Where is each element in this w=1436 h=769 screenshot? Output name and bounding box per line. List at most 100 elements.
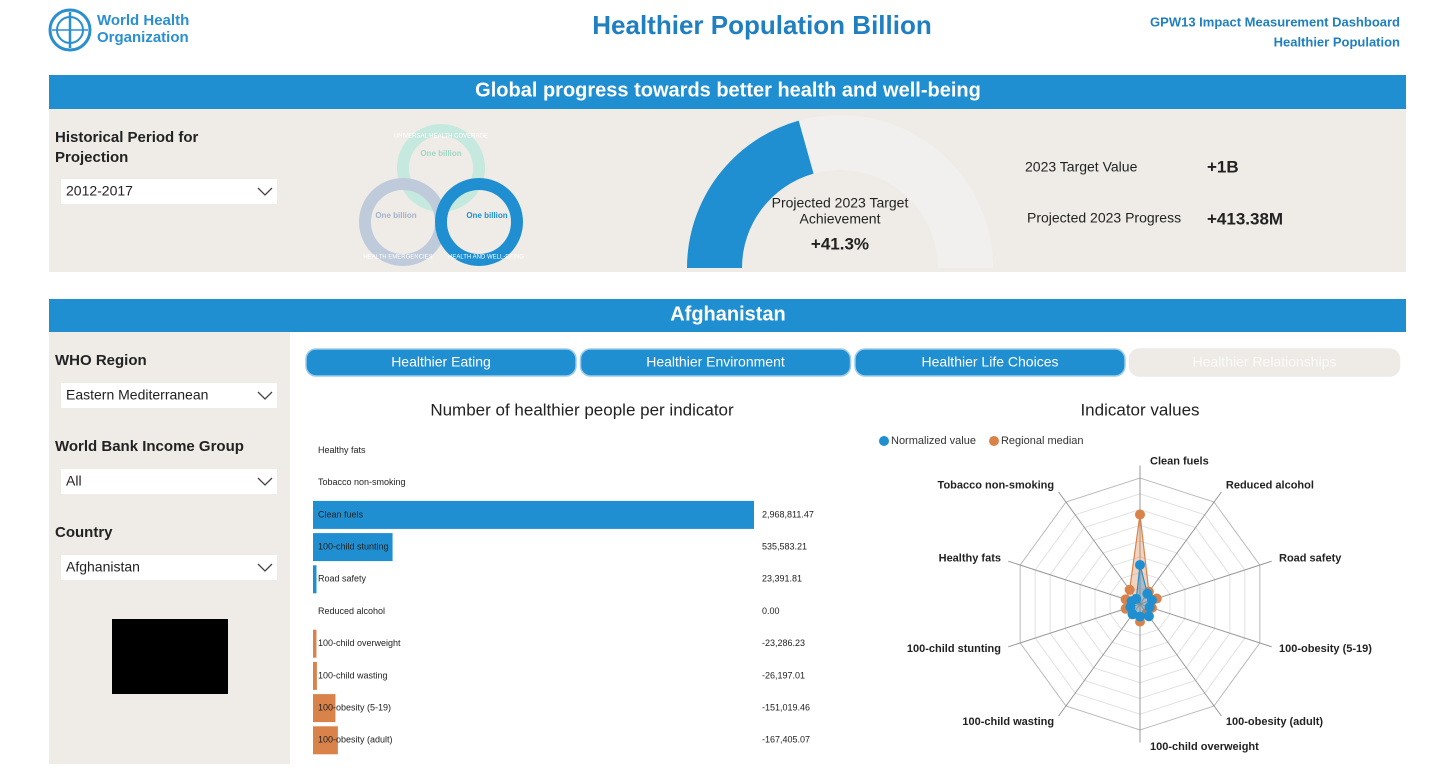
radar-axis-label: 100-child stunting — [907, 643, 1001, 655]
chart-title: Number of healthier people per indicator — [430, 400, 734, 419]
dropdown-chevron — [257, 477, 273, 486]
logo-caption: HEALTH AND WELL-BEING — [448, 255, 524, 261]
legend-marker — [879, 436, 889, 446]
who-emblem — [48, 8, 92, 52]
logo-caption: One billion — [420, 149, 461, 158]
radar-axis-label: Road safety — [1279, 553, 1342, 565]
bar-label: 100-child wasting — [318, 670, 388, 680]
value-label: 535,583.21 — [762, 541, 807, 551]
logo-text: Organization — [97, 29, 189, 46]
value-label: 0.00 — [762, 606, 780, 616]
dropdown-value[interactable]: Eastern Mediterranean — [66, 387, 208, 403]
dropdown-chevron — [257, 391, 273, 400]
dropdown[interactable] — [61, 555, 277, 580]
radar-point — [1143, 611, 1154, 622]
dropdown-value[interactable]: All — [66, 473, 82, 489]
dropdown-value[interactable]: Afghanistan — [66, 559, 140, 575]
gauge-label: Projected 2023 Target — [772, 195, 909, 211]
gauge-fill — [687, 120, 814, 269]
dropdown[interactable] — [61, 469, 277, 494]
radar-axis-label: 100-obesity (adult) — [1226, 716, 1324, 728]
logo-caption: One billion — [466, 211, 507, 220]
bar — [313, 629, 317, 658]
subtitle: Healthier Population — [1274, 34, 1400, 49]
target-label: Projected 2023 Progress — [1027, 210, 1181, 226]
radar-spoke — [1058, 491, 1141, 605]
radar-spoke — [1139, 560, 1272, 605]
radar-point — [1124, 584, 1135, 595]
chart-title: Indicator values — [1080, 400, 1199, 419]
filter-label: Projection — [55, 149, 128, 166]
banner-title: Afghanistan — [670, 303, 786, 325]
bar-label: Clean fuels — [318, 509, 364, 519]
dropdown-chevron — [257, 563, 273, 572]
dropdown-value[interactable]: 2012-2017 — [66, 183, 133, 199]
radar-spoke — [1139, 491, 1222, 605]
bar — [313, 661, 317, 690]
filter-label: World Bank Income Group — [55, 438, 244, 455]
value-label: -23,286.23 — [762, 638, 805, 648]
radar-axis-label: Reduced alcohol — [1226, 480, 1314, 492]
radar-axis-label: Clean fuels — [1150, 456, 1209, 468]
radar-spoke — [1058, 603, 1141, 717]
radar-point — [1135, 509, 1145, 520]
filter-label: Historical Period for — [55, 129, 199, 146]
logo-caption: One billion — [375, 211, 416, 220]
filter-label: Country — [55, 524, 113, 541]
legend-label: Regional median — [1001, 435, 1084, 447]
dropdown[interactable] — [61, 179, 277, 204]
tab-label[interactable]: Healthier Eating — [391, 354, 491, 370]
bar — [313, 533, 393, 562]
radar-point — [1144, 602, 1155, 613]
bar-label: 100-obesity (adult) — [318, 735, 393, 745]
tab-label[interactable]: Healthier Environment — [646, 354, 785, 370]
logo-text: World Health — [97, 12, 189, 29]
bar-label: 100-child overweight — [318, 638, 401, 648]
billion-logo — [359, 124, 523, 266]
target-value: +413.38M — [1207, 209, 1283, 228]
logo-caption: UNIVERSAL HEALTH COVERAGE — [394, 134, 488, 140]
radar-point — [1131, 593, 1142, 604]
bar-label: 100-obesity (5-19) — [318, 702, 391, 712]
tab-label[interactable]: Healthier Life Choices — [922, 354, 1059, 370]
bar-label: Reduced alcohol — [318, 606, 385, 616]
bar — [313, 565, 317, 594]
radar-axis-label: Healthy fats — [939, 553, 1001, 565]
gauge-value: +41.3% — [811, 234, 869, 253]
bar — [313, 500, 754, 529]
subtitle: GPW13 Impact Measurement Dashboard — [1150, 14, 1400, 29]
global-banner — [49, 75, 1406, 109]
tab-label: Healthier Relationships — [1193, 354, 1337, 370]
gauge-label: Achievement — [800, 211, 881, 227]
bar-label: Healthy fats — [318, 445, 366, 455]
target-label: 2023 Target Value — [1025, 159, 1138, 175]
country-banner — [49, 299, 1406, 332]
banner-title: Global progress towards better health an… — [475, 79, 981, 101]
radar-spoke — [1008, 603, 1141, 648]
legend-marker — [988, 436, 999, 446]
legend-label: Normalized value — [891, 435, 976, 447]
value-label: 2,968,811.47 — [762, 509, 814, 519]
dropdown-chevron — [257, 187, 273, 196]
value-label: -26,197.01 — [762, 670, 805, 680]
value-label: 23,391.81 — [762, 574, 802, 584]
bar-label: Tobacco non-smoking — [318, 477, 406, 487]
radar-spoke — [1139, 603, 1222, 717]
dropdown[interactable] — [61, 383, 277, 408]
tab[interactable] — [579, 348, 852, 377]
bar-label: 100-child stunting — [318, 541, 389, 551]
tab[interactable] — [854, 348, 1126, 377]
bar — [313, 726, 338, 755]
bar — [313, 694, 336, 723]
page-title: Healthier Population Billion — [592, 10, 931, 40]
target-value: +1B — [1207, 157, 1239, 176]
radar-point — [1135, 559, 1145, 570]
tab — [1128, 348, 1401, 377]
tab[interactable] — [305, 348, 577, 377]
radar-axis-label: 100-child wasting — [962, 716, 1054, 728]
radar-spoke — [1008, 560, 1141, 605]
radar-axis-label: 100-child overweight — [1150, 741, 1259, 753]
radar-axis-label: Tobacco non-smoking — [938, 480, 1055, 492]
